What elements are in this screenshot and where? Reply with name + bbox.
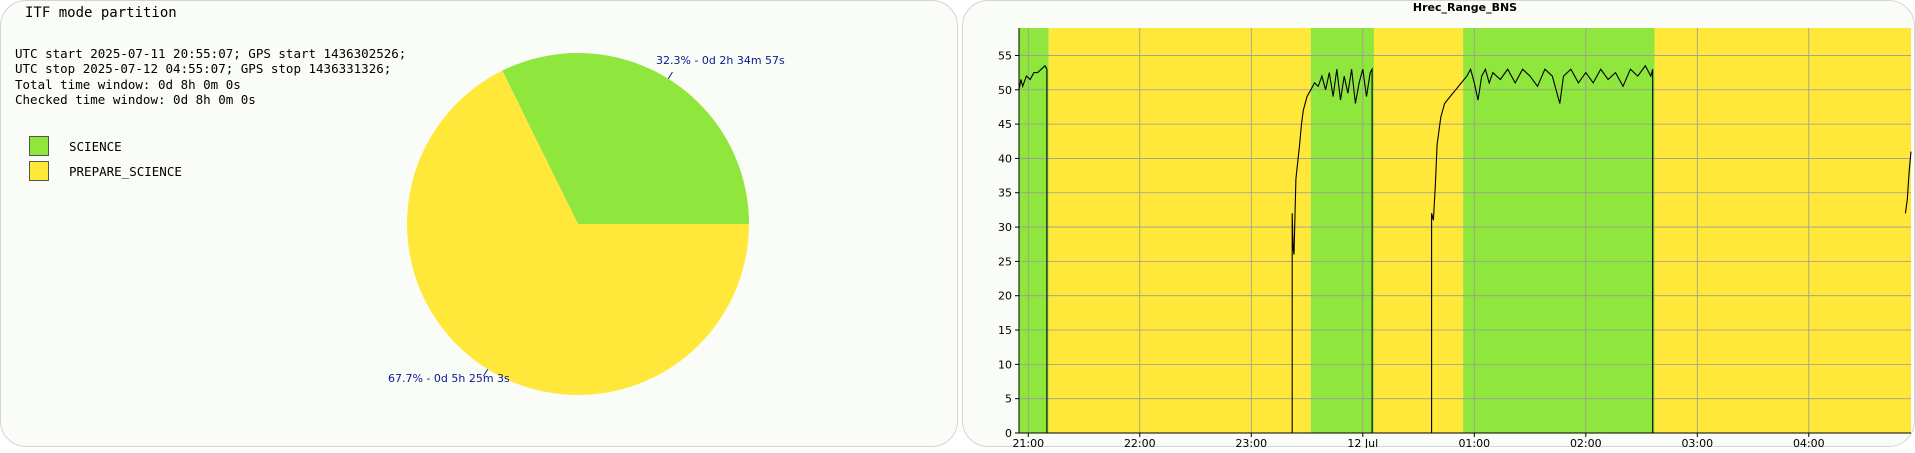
y-tick-label: 35 (998, 187, 1012, 200)
y-tick-label: 15 (998, 324, 1012, 337)
mode-band-science (1463, 28, 1655, 433)
y-tick-label: 55 (998, 49, 1012, 62)
legend-swatch-science (29, 136, 49, 156)
pie-slice-science (502, 53, 749, 224)
mode-band-prepare-science (1048, 28, 1311, 433)
y-tick-label: 40 (998, 152, 1012, 165)
x-tick-label: 04:00 (1793, 437, 1825, 448)
pie-slice-label: 67.7% - 0d 5h 25m 3s (388, 372, 510, 385)
utc-stop-line: UTC stop 2025-07-12 04:55:07; GPS stop 1… (15, 61, 392, 76)
mode-band-prepare-science (1654, 28, 1911, 433)
checked-window-line: Checked time window: 0d 8h 0m 0s (15, 92, 256, 107)
range-series-segment (1018, 64, 1048, 433)
y-tick-label: 5 (1005, 393, 1012, 406)
range-series-segment (1431, 64, 1654, 433)
line-chart: Hrec_Range_BNS 0 5 10 15 20 25 30 35 40 45 50 55 21:0… (998, 1, 1912, 448)
y-tick-label: 50 (998, 84, 1012, 97)
mode-band-science (1019, 28, 1049, 433)
range-chart-panel: Hrec_Range_BNS 0 5 10 15 20 25 30 35 40 45 50 55 21:0… (962, 0, 1915, 448)
pie-leader-line (483, 368, 489, 377)
pie-slice-label: 32.3% - 0d 2h 34m 57s (656, 54, 785, 67)
utc-start-line: UTC start 2025-07-11 20:55:07; GPS start… (15, 46, 407, 61)
legend-label-prepare-science: PREPARE_SCIENCE (69, 164, 182, 179)
y-tick-label: 0 (1005, 427, 1012, 440)
x-tick-label: 12 Jul (1347, 437, 1378, 448)
y-tick-label: 45 (998, 118, 1012, 131)
legend-swatch-prepare-science (29, 161, 49, 181)
y-tick-label: 20 (998, 290, 1012, 303)
pie-chart: 32.3% - 0d 2h 34m 57s 67.7% - 0d 5h 25m 3… (388, 53, 785, 396)
x-tick-label: 03:00 (1681, 437, 1713, 448)
x-tick-label: 22:00 (1124, 437, 1156, 448)
total-window-line: Total time window: 0d 8h 0m 0s (15, 77, 241, 92)
panel-title: ITF mode partition (25, 5, 177, 21)
pie-leader-line (667, 71, 673, 80)
mode-band-science (1310, 28, 1374, 433)
x-tick-label: 01:00 (1458, 437, 1490, 448)
pie-slice-prepare-science (406, 70, 749, 396)
range-series-segment (1904, 151, 1912, 214)
x-tick-label: 21:00 (1012, 437, 1044, 448)
x-tick-label: 23:00 (1235, 437, 1267, 448)
legend-label-science: SCIENCE (69, 139, 122, 154)
range-series-segment (1291, 67, 1373, 433)
x-tick-label: 02:00 (1570, 437, 1602, 448)
y-tick-label: 30 (998, 221, 1012, 234)
y-tick-label: 10 (998, 358, 1012, 371)
mode-partition-panel: ITF mode partition UTC start 2025-07-11 … (0, 0, 958, 447)
mode-band-prepare-science (1373, 28, 1464, 433)
chart-title: Hrec_Range_BNS (1413, 1, 1517, 14)
y-tick-label: 25 (998, 255, 1012, 268)
